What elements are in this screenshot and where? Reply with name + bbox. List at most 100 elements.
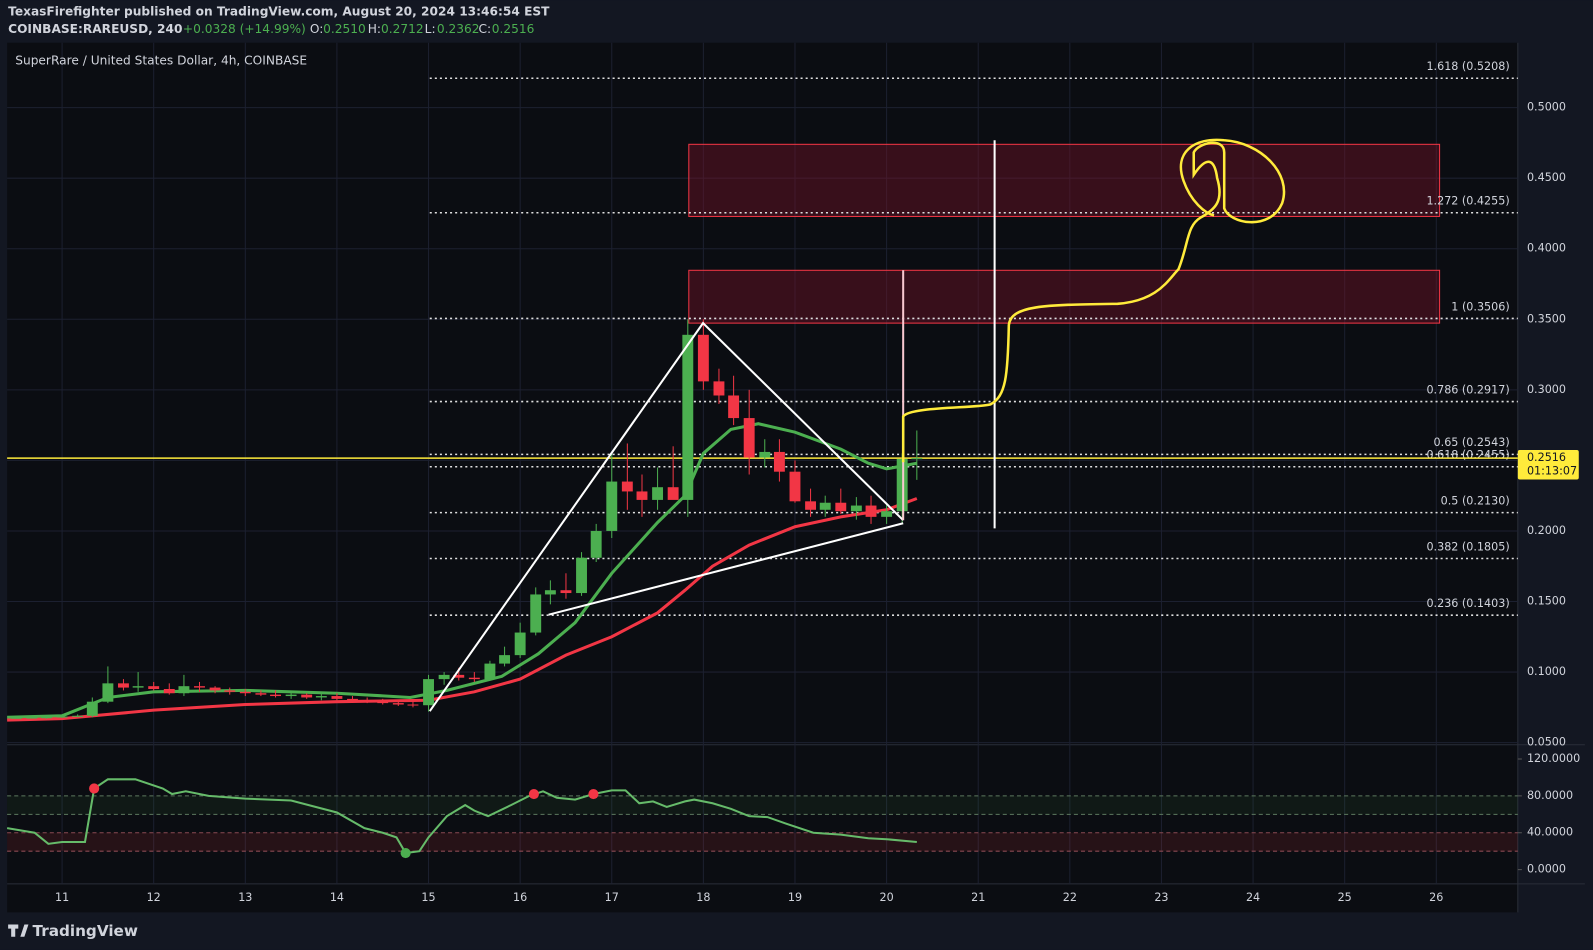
candle-body bbox=[652, 487, 664, 500]
candle-body bbox=[423, 679, 434, 706]
fib-levels: 1.618 (0.5208) 1.272 (0.4255) 1 (0.3506) 0.… bbox=[429, 60, 1518, 616]
zone bbox=[688, 143, 1441, 217]
candle-body bbox=[697, 334, 709, 382]
candle-body bbox=[407, 704, 419, 706]
symbol-line: COINBASE:RAREUSD, 240 +0.0328 (+14.99%) … bbox=[8, 22, 534, 36]
candle-body bbox=[499, 655, 511, 664]
candle-body bbox=[759, 451, 771, 458]
y-tick-label: 0.1000 bbox=[1527, 665, 1566, 678]
signal-dot bbox=[89, 783, 100, 794]
y-tick-label: 0.0500 bbox=[1527, 736, 1566, 749]
x-tick-label: 11 bbox=[55, 891, 69, 904]
price-tag-label: 0.2516 bbox=[1527, 451, 1566, 464]
candle-body bbox=[86, 701, 98, 716]
y-tick-label: 0.5000 bbox=[1527, 101, 1566, 114]
moving-average bbox=[7, 497, 918, 722]
signal-dot bbox=[528, 788, 539, 800]
candle-body bbox=[530, 594, 542, 633]
y-tick-label: 0.4000 bbox=[1527, 242, 1566, 255]
y-tick-label: 0.3500 bbox=[1527, 312, 1566, 325]
candle-body bbox=[56, 716, 68, 718]
change: +0.0328 (+14.99%) bbox=[183, 22, 306, 36]
x-tick-label: 18 bbox=[696, 891, 710, 904]
drawing-line bbox=[428, 321, 904, 712]
candle-body bbox=[850, 505, 862, 512]
candle-body bbox=[301, 694, 313, 698]
candle-body bbox=[544, 590, 556, 595]
candle-body bbox=[209, 687, 221, 691]
candle-body bbox=[148, 686, 160, 689]
band-zone bbox=[7, 795, 1518, 815]
y-tick-label: 80.0000 bbox=[1527, 789, 1573, 802]
candle-body bbox=[773, 451, 785, 472]
y-tick-label: 0.4500 bbox=[1527, 171, 1566, 184]
drawing-freehand bbox=[901, 138, 1286, 463]
price-tag bbox=[1517, 450, 1579, 480]
candle-body bbox=[361, 700, 373, 702]
candle-body bbox=[10, 717, 22, 719]
signal-dot bbox=[400, 847, 411, 859]
candle-body bbox=[224, 690, 236, 692]
candle-body bbox=[911, 458, 923, 460]
symbol: COINBASE:RAREUSD, 240 bbox=[8, 22, 182, 36]
x-tick-label: 20 bbox=[880, 891, 894, 904]
publisher: TexasFirefighter published on TradingVie… bbox=[8, 5, 550, 19]
fib-label: 0.65 (0.2543) bbox=[1434, 436, 1510, 449]
axes: 11 12 13 14 15 16 17 18 19 20 21 22 23 24 25 26 0.0500 0.… bbox=[55, 101, 1580, 905]
candle-body bbox=[315, 696, 327, 698]
candle-body bbox=[239, 691, 251, 694]
candle-body bbox=[194, 686, 205, 688]
candle-body bbox=[484, 663, 496, 680]
ohlc-value: 0.2362 bbox=[437, 22, 480, 36]
candle-body bbox=[819, 502, 831, 510]
candle-body bbox=[178, 686, 190, 694]
chart-title: SuperRare / United States Dollar, 4h, CO… bbox=[15, 54, 307, 68]
brand-name: TradingView bbox=[33, 922, 138, 940]
zone bbox=[688, 269, 1441, 324]
rsi-line bbox=[6, 778, 917, 855]
candle-body bbox=[713, 381, 725, 396]
candle-body bbox=[881, 511, 893, 517]
y-tick-label: 120.0000 bbox=[1527, 752, 1580, 765]
x-tick-label: 21 bbox=[971, 891, 985, 904]
ohlc-value: 0.2510 bbox=[323, 22, 366, 36]
x-tick-label: 16 bbox=[513, 891, 527, 904]
candle-body bbox=[438, 674, 450, 680]
candle-body bbox=[576, 557, 587, 594]
ohlc-value: 0.2712 bbox=[381, 22, 424, 36]
y-tick-label: 40.0000 bbox=[1527, 826, 1573, 839]
ohlc-value: 0.2516 bbox=[492, 22, 535, 36]
candle-body bbox=[590, 530, 602, 558]
x-tick-label: 23 bbox=[1154, 891, 1168, 904]
candle-body bbox=[865, 505, 877, 517]
fib-label: 0.382 (0.1805) bbox=[1426, 540, 1509, 553]
x-tick-label: 19 bbox=[788, 891, 802, 904]
y-tick-label: 0.2000 bbox=[1527, 524, 1566, 537]
y-tick-label: 0.3000 bbox=[1527, 383, 1566, 396]
candle-body bbox=[255, 693, 267, 695]
candle-body bbox=[72, 715, 84, 717]
candle-body bbox=[805, 501, 817, 510]
x-tick-label: 22 bbox=[1063, 891, 1077, 904]
candle-body bbox=[118, 683, 129, 688]
x-tick-label: 13 bbox=[238, 891, 252, 904]
candle-body bbox=[743, 418, 755, 458]
candle-body bbox=[102, 683, 114, 702]
drawing-line bbox=[548, 522, 904, 616]
fib-label: 0.786 (0.2917) bbox=[1426, 383, 1509, 396]
fib-label: 0.5 (0.2130) bbox=[1441, 494, 1510, 507]
fib-label: 0.618 (0.2455) bbox=[1426, 449, 1509, 462]
fib-label: 1 (0.3506) bbox=[1451, 300, 1509, 313]
band-zone bbox=[7, 832, 1518, 852]
ohlc-label: L: bbox=[425, 22, 436, 36]
price-pane bbox=[7, 319, 1518, 722]
plot-area bbox=[7, 42, 1518, 913]
candle-body bbox=[789, 471, 801, 502]
rsi-pane bbox=[6, 778, 1518, 859]
candle-body bbox=[621, 481, 633, 492]
ohlc-label: H: bbox=[368, 22, 381, 36]
candle-body bbox=[682, 334, 694, 500]
x-tick-label: 15 bbox=[421, 891, 435, 904]
candle-body bbox=[270, 694, 281, 697]
